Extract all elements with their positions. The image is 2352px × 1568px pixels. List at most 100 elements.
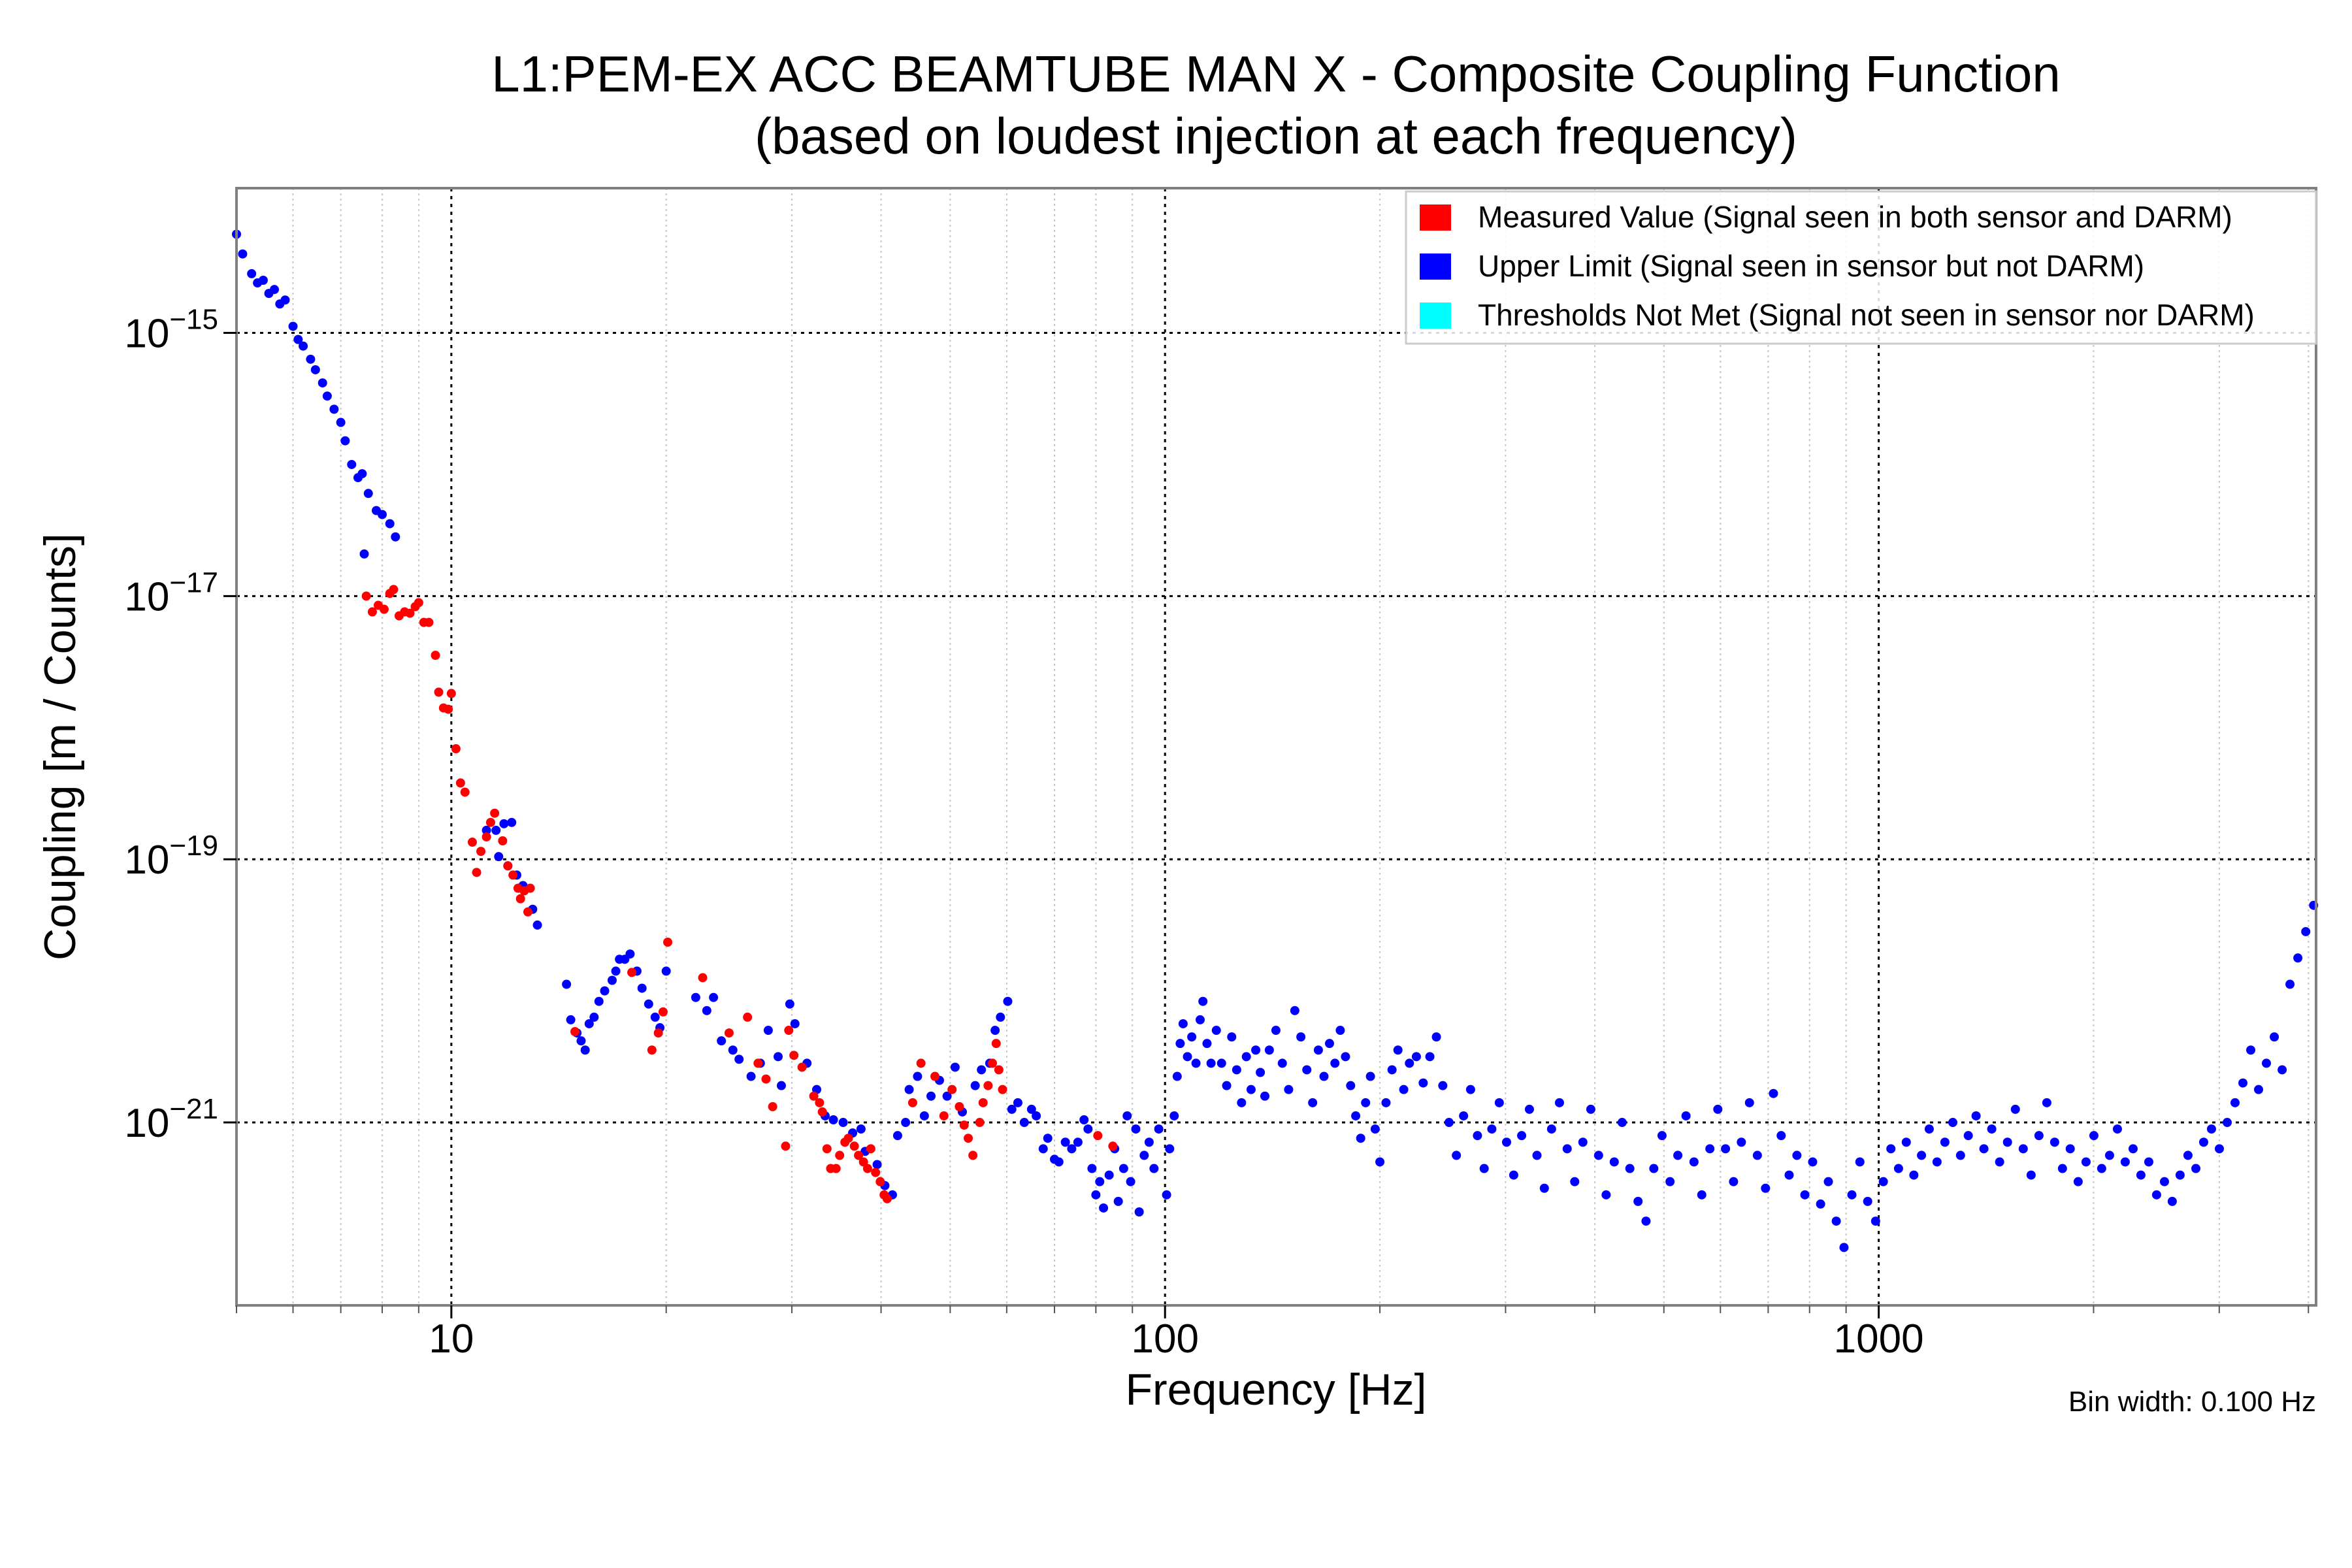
data-point	[2159, 1177, 2169, 1186]
bin-width-note: Bin width: 0.100 Hz	[2068, 1386, 2316, 1418]
data-point	[1387, 1065, 1397, 1075]
data-point	[916, 1058, 926, 1068]
data-point	[269, 285, 279, 295]
data-point	[532, 920, 542, 930]
data-point	[2144, 1157, 2153, 1167]
data-point	[1823, 1177, 1833, 1186]
x-tick-label: 100	[1131, 1316, 1198, 1362]
data-point	[1365, 1071, 1375, 1081]
data-point	[1073, 1137, 1083, 1147]
data-point	[835, 1151, 845, 1160]
data-point	[1154, 1124, 1164, 1134]
data-point	[288, 321, 298, 331]
data-point	[1256, 1068, 1266, 1077]
data-point	[709, 992, 719, 1002]
y-tick-label: 10−19	[124, 830, 218, 883]
series-measured	[361, 585, 1118, 1203]
chart-subtitle: (based on loudest injection at each freq…	[755, 107, 1797, 165]
data-point	[310, 365, 320, 374]
data-point	[1737, 1137, 1746, 1147]
data-point	[485, 817, 495, 827]
data-point	[854, 1151, 864, 1160]
data-point	[843, 1134, 853, 1143]
data-point	[1038, 1144, 1048, 1154]
data-point	[653, 1028, 663, 1038]
data-point	[1149, 1164, 1159, 1173]
data-point	[1459, 1111, 1469, 1120]
data-point	[1126, 1177, 1135, 1186]
data-point	[1183, 1052, 1192, 1062]
data-point	[1479, 1164, 1489, 1173]
data-point	[498, 836, 508, 846]
data-point	[1083, 1124, 1093, 1134]
data-point	[329, 404, 339, 414]
data-point	[983, 1081, 993, 1090]
data-point	[2081, 1157, 2091, 1167]
data-point	[2238, 1078, 2248, 1088]
data-point	[1195, 1015, 1205, 1024]
data-point	[318, 378, 327, 388]
data-point	[763, 1026, 773, 1036]
data-point	[1169, 1111, 1179, 1120]
data-point	[1839, 1243, 1849, 1252]
data-point	[856, 1124, 866, 1134]
data-point	[455, 778, 465, 788]
data-point	[1099, 1203, 1109, 1213]
data-point	[702, 1005, 711, 1015]
data-point	[1356, 1134, 1365, 1143]
data-point	[1893, 1164, 1903, 1173]
data-point	[1007, 1104, 1017, 1114]
data-point	[1172, 1071, 1182, 1081]
data-point	[482, 825, 491, 835]
data-point	[950, 1062, 960, 1072]
data-point	[507, 817, 517, 827]
data-point	[1119, 1164, 1128, 1173]
data-point	[2065, 1144, 2075, 1154]
data-point	[743, 1012, 753, 1022]
data-point	[562, 979, 572, 989]
data-point	[2026, 1170, 2036, 1180]
data-point	[1335, 1026, 1345, 1036]
data-point	[1375, 1157, 1385, 1167]
data-point	[753, 1058, 763, 1068]
data-point	[1509, 1170, 1518, 1180]
data-point	[1502, 1137, 1512, 1147]
data-point	[809, 1091, 819, 1101]
data-point	[625, 949, 635, 959]
data-point	[1060, 1137, 1070, 1147]
data-point	[340, 436, 350, 446]
data-point	[446, 689, 456, 698]
data-point	[817, 1107, 827, 1117]
y-tick-exponent: −21	[169, 1093, 218, 1125]
data-point	[1131, 1124, 1141, 1134]
data-point	[994, 1065, 1004, 1075]
data-point	[955, 1102, 964, 1111]
data-point	[1290, 1005, 1299, 1015]
data-points	[232, 229, 2319, 1252]
data-point	[1346, 1081, 1356, 1090]
data-point	[797, 1062, 807, 1072]
data-point	[1917, 1151, 1927, 1160]
legend: Measured Value (Signal seen in both sens…	[1405, 190, 2317, 345]
data-point	[379, 604, 389, 614]
data-point	[1091, 1190, 1101, 1200]
data-point	[280, 295, 290, 305]
data-point	[2057, 1164, 2067, 1173]
data-point	[2270, 1032, 2279, 1042]
data-point	[1222, 1081, 1232, 1090]
data-point	[1562, 1144, 1572, 1154]
data-point	[299, 341, 308, 351]
data-point	[1878, 1177, 1888, 1186]
data-point	[1104, 1170, 1114, 1180]
data-point	[1494, 1098, 1504, 1107]
data-point	[389, 585, 399, 595]
data-point	[2136, 1170, 2146, 1180]
data-point	[1405, 1058, 1414, 1068]
data-point	[2261, 1058, 2271, 1068]
data-point	[1689, 1157, 1699, 1167]
data-point	[576, 1036, 586, 1046]
data-point	[2175, 1170, 2185, 1180]
data-point	[1330, 1058, 1340, 1068]
data-point	[926, 1091, 936, 1101]
data-point	[1246, 1085, 1256, 1094]
